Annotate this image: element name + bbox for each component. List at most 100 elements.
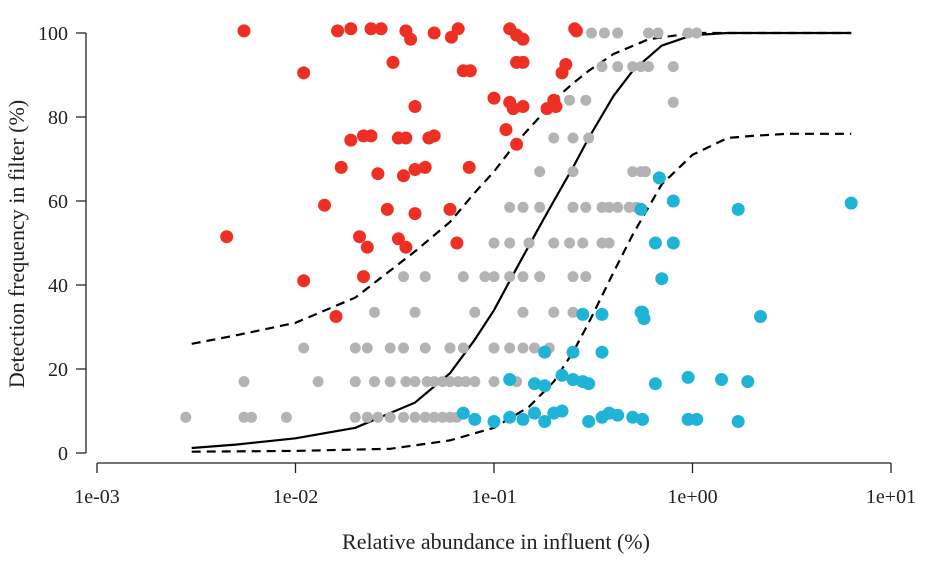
grey-point (428, 411, 440, 423)
red-point (344, 22, 358, 36)
grey-point (384, 376, 396, 388)
blue-point (456, 406, 470, 420)
grey-point (667, 61, 679, 73)
x-tick-label: 1e-02 (273, 486, 319, 508)
red-point (364, 22, 378, 36)
grey-point (517, 306, 529, 318)
grey-point (361, 342, 373, 354)
red-point (487, 91, 501, 105)
grey-point (419, 342, 431, 354)
grey-point (523, 237, 535, 249)
grey-point (280, 411, 292, 423)
points-layer (180, 22, 858, 428)
grey-point (548, 306, 560, 318)
grey-point (643, 27, 654, 39)
x-tick-label: 1e+01 (866, 486, 916, 508)
blue-point (626, 410, 640, 424)
grey-point (586, 27, 597, 39)
grey-point (457, 271, 469, 283)
grey-point (682, 27, 694, 39)
blue-point (844, 196, 858, 210)
red-point (353, 230, 366, 244)
red-point (418, 160, 432, 174)
grey-point (419, 271, 431, 283)
grey-point (643, 61, 654, 73)
red-point (569, 24, 583, 38)
grey-point (534, 201, 546, 213)
curves-layer (191, 31, 852, 453)
grey-point (577, 237, 589, 249)
grey-point (517, 342, 529, 354)
red-point (443, 202, 457, 216)
blue-point (634, 202, 648, 216)
grey-point (691, 27, 703, 39)
blue-point (652, 171, 666, 185)
red-point (371, 167, 385, 181)
red-point (510, 137, 524, 151)
grey-point (504, 201, 516, 213)
blue-point (754, 310, 767, 323)
blue-point (528, 406, 541, 420)
grey-point (603, 237, 615, 249)
blue-point (595, 307, 609, 321)
blue-point (636, 412, 649, 426)
red-point (297, 274, 311, 288)
grey-point (488, 237, 500, 249)
red-point (374, 22, 388, 36)
grey-point (444, 342, 456, 354)
red-point (451, 22, 465, 36)
x-tick-label: 1e+00 (667, 486, 717, 508)
grey-point (529, 342, 540, 354)
confidence-bound-curve (191, 132, 852, 453)
grey-point (504, 271, 516, 283)
blue-point (538, 415, 552, 428)
red-point (549, 100, 563, 113)
blue-point (582, 415, 596, 428)
y-tick-label: 20 (48, 359, 68, 381)
grey-point (567, 166, 579, 178)
blue-point (538, 379, 552, 393)
grey-point (398, 342, 409, 354)
grey-point (580, 271, 592, 283)
grey-point (583, 132, 595, 144)
y-tick-label: 0 (58, 443, 68, 465)
grey-point (612, 201, 624, 213)
x-axis: 1e-03 1e-02 1e-01 1e+00 1e+01 (74, 462, 916, 508)
blue-point (648, 236, 662, 250)
grey-point (488, 271, 500, 283)
grey-point (384, 342, 396, 354)
red-point (334, 160, 348, 174)
red-point (318, 198, 331, 212)
grey-point (238, 376, 250, 388)
blue-point (595, 345, 609, 359)
grey-point (384, 411, 396, 423)
y-tick-label: 100 (38, 23, 68, 45)
red-point (427, 26, 441, 40)
y-tick-label: 80 (48, 107, 68, 129)
grey-point (534, 271, 546, 283)
grey-point (369, 306, 380, 318)
red-point (297, 66, 311, 80)
blue-point (681, 370, 695, 384)
red-point (408, 100, 422, 113)
grey-point (488, 376, 500, 388)
blue-point (655, 272, 669, 286)
red-point (364, 129, 378, 143)
y-tick-label: 60 (48, 191, 68, 213)
grey-point (548, 132, 560, 144)
grey-point (548, 237, 560, 249)
blue-point (538, 345, 552, 359)
blue-point (731, 202, 745, 216)
grey-point (612, 61, 624, 73)
grey-point (419, 411, 431, 423)
grey-point (409, 411, 421, 423)
grey-point (444, 376, 456, 388)
blue-point (503, 410, 517, 424)
y-tick-label: 40 (48, 275, 68, 297)
red-point (450, 236, 464, 250)
grey-point (469, 306, 481, 318)
grey-point (488, 342, 500, 354)
grey-point (517, 201, 529, 213)
blue-point (741, 375, 755, 389)
